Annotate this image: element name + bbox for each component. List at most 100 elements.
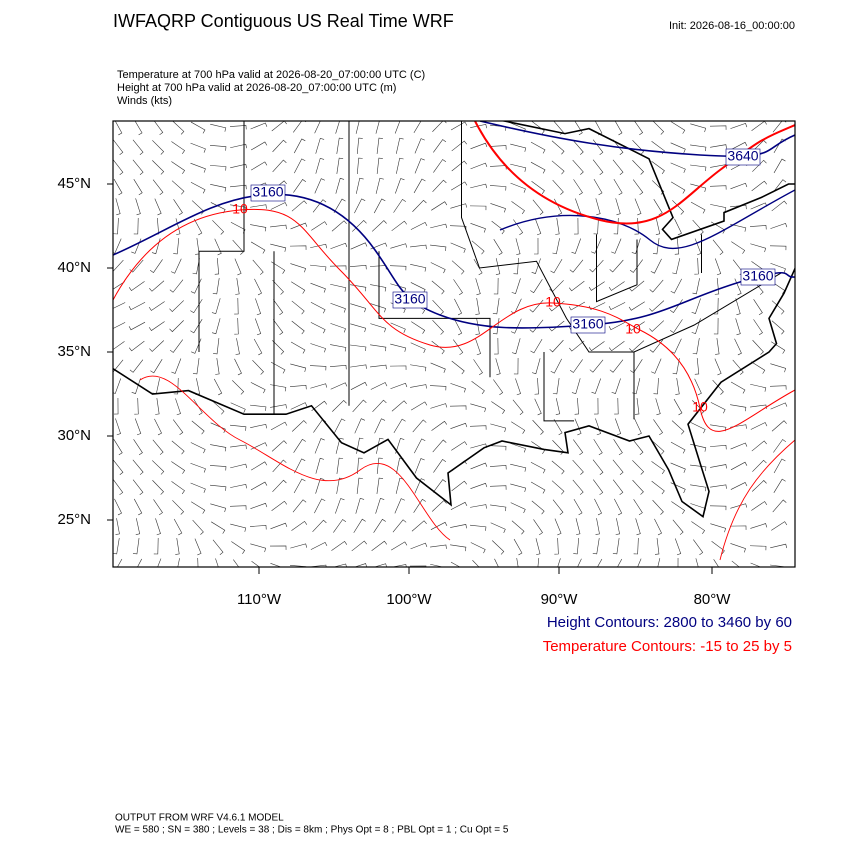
wind-barb bbox=[291, 282, 305, 294]
wind-barb bbox=[152, 378, 159, 394]
wind-barb bbox=[733, 360, 743, 375]
wind-barb bbox=[411, 343, 426, 353]
wind-barb bbox=[114, 398, 118, 414]
wind-barb bbox=[136, 518, 140, 534]
wind-barb bbox=[534, 238, 538, 254]
wind-barb bbox=[149, 321, 164, 330]
wind-barb bbox=[414, 179, 425, 193]
wind-barb bbox=[190, 319, 202, 333]
wind-barb bbox=[251, 162, 267, 170]
wind-barb bbox=[113, 140, 123, 155]
wind-barb bbox=[656, 398, 661, 414]
wind-barb bbox=[515, 378, 520, 394]
wind-barb bbox=[651, 259, 662, 273]
wind-barb bbox=[215, 239, 222, 255]
wind-barb bbox=[292, 420, 306, 431]
wind-barb bbox=[450, 524, 466, 528]
wind-barb bbox=[152, 238, 160, 253]
wind-barb bbox=[635, 398, 639, 414]
wind-barb bbox=[589, 341, 604, 350]
wind-barb bbox=[750, 244, 765, 252]
wind-barb bbox=[153, 440, 163, 455]
wind-barb bbox=[530, 300, 543, 312]
wind-barb bbox=[490, 185, 506, 190]
wind-barb bbox=[195, 539, 201, 555]
wind-barb bbox=[569, 281, 584, 291]
wind-barb bbox=[610, 260, 624, 272]
wind-barb bbox=[113, 480, 122, 495]
wind-barb bbox=[710, 485, 726, 489]
wind-barb bbox=[594, 439, 603, 455]
wind-barb bbox=[191, 442, 205, 453]
wind-barb bbox=[115, 418, 120, 434]
wind-barb bbox=[510, 464, 526, 472]
wind-barb bbox=[450, 204, 466, 209]
wind-barb bbox=[494, 278, 498, 294]
wind-barb bbox=[551, 359, 562, 373]
wind-barb bbox=[772, 421, 787, 432]
lat-label: 40°N bbox=[57, 259, 91, 276]
wind-barb bbox=[594, 398, 598, 414]
wind-barb bbox=[352, 541, 367, 551]
wind-barb bbox=[494, 239, 502, 255]
wind-barb bbox=[474, 359, 483, 374]
wind-barb bbox=[395, 178, 404, 193]
wind-barb bbox=[131, 559, 142, 573]
wind-barb bbox=[695, 239, 701, 255]
wind-barb bbox=[613, 160, 623, 175]
wind-barb bbox=[356, 498, 364, 513]
wind-barb bbox=[311, 283, 326, 292]
wind-barb bbox=[311, 322, 325, 333]
wind-barb bbox=[475, 338, 480, 354]
height-contour-label: 3160 bbox=[572, 316, 603, 332]
state-line bbox=[597, 234, 638, 301]
wind-barb bbox=[294, 159, 305, 173]
wind-barb bbox=[190, 463, 205, 472]
wind-barb bbox=[652, 161, 665, 174]
wind-barb bbox=[337, 138, 343, 154]
wind-barb bbox=[614, 218, 619, 234]
wind-barb bbox=[337, 478, 344, 494]
wind-barb bbox=[351, 382, 367, 389]
wind-barb bbox=[392, 221, 407, 231]
wind-barb bbox=[415, 139, 425, 154]
wind-barb bbox=[376, 498, 385, 513]
wind-barb bbox=[234, 318, 238, 334]
wind-barb bbox=[191, 122, 205, 133]
wind-barb bbox=[251, 382, 265, 393]
wind-barb bbox=[490, 505, 506, 511]
wind-barb bbox=[535, 399, 542, 415]
wind-barb bbox=[452, 261, 464, 275]
wind-barb bbox=[214, 379, 221, 395]
wind-barb bbox=[632, 460, 643, 474]
wind-barb bbox=[150, 359, 162, 373]
wind-barb bbox=[250, 205, 266, 209]
wind-barb bbox=[710, 465, 726, 469]
wind-barb bbox=[652, 120, 663, 134]
wind-barb bbox=[630, 260, 643, 273]
wind-barb bbox=[414, 499, 426, 512]
wind-barb bbox=[371, 382, 387, 389]
wind-barb bbox=[770, 565, 786, 571]
wind-barb bbox=[316, 158, 324, 173]
wind-barb bbox=[714, 318, 718, 334]
wind-barb bbox=[613, 460, 623, 475]
wind-barb bbox=[415, 159, 425, 174]
wind-barb bbox=[357, 478, 363, 494]
wind-barb bbox=[596, 198, 600, 214]
wind-barb bbox=[690, 145, 706, 151]
wind-barb bbox=[337, 458, 343, 474]
wind-barb bbox=[153, 499, 162, 514]
wind-barb bbox=[635, 419, 642, 435]
wind-barb bbox=[690, 465, 706, 471]
wind-barb bbox=[512, 338, 520, 353]
wind-barb bbox=[471, 543, 485, 554]
wind-barb bbox=[771, 403, 787, 409]
wind-barb bbox=[155, 199, 161, 215]
wind-barb bbox=[576, 518, 580, 534]
wind-barb bbox=[314, 499, 325, 513]
wind-barb bbox=[294, 479, 305, 493]
wind-barb bbox=[552, 238, 559, 254]
wind-barb bbox=[291, 342, 305, 353]
